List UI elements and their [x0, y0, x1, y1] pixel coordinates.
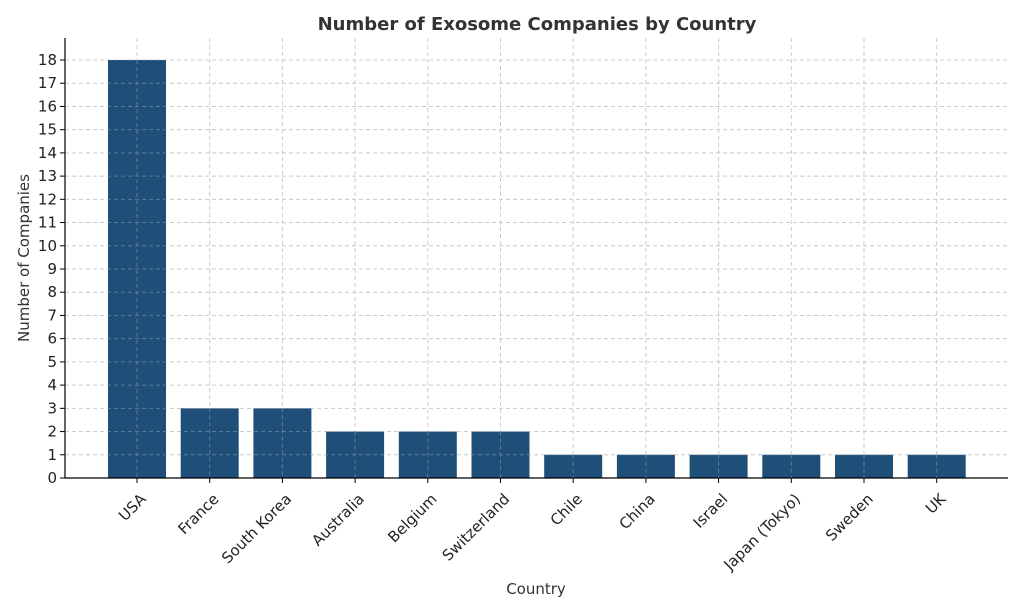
bar-sweden — [835, 454, 893, 478]
x-tick-label: Japan (Tokyo) — [720, 490, 804, 574]
x-tick-label: Israel — [690, 490, 732, 532]
x-tick-label: Switzerland — [439, 490, 514, 565]
x-tick-label: South Korea — [218, 490, 295, 567]
x-tick-label: Australia — [308, 490, 368, 550]
y-tick-label: 10 — [38, 237, 57, 255]
bar-belgium — [398, 431, 457, 478]
y-tick-label: 5 — [47, 353, 57, 371]
x-tick-label: France — [174, 490, 222, 538]
x-tick-label: China — [616, 490, 659, 533]
grid-overlay — [65, 59, 1008, 478]
bar-layer — [108, 60, 966, 478]
bar-uk — [907, 454, 966, 478]
chart-title: Number of Exosome Companies by Country — [318, 14, 757, 35]
y-tick-label: 15 — [38, 121, 57, 139]
x-tick-label: Chile — [547, 490, 586, 529]
axis-layer — [64, 38, 1008, 479]
y-tick-label: 18 — [38, 51, 57, 69]
y-tick-label: 1 — [47, 446, 57, 464]
y-tick-label: 3 — [47, 399, 57, 417]
bar-south-korea — [253, 408, 312, 478]
grid-layer — [65, 38, 1008, 478]
y-tick-label: 6 — [47, 330, 57, 348]
bar-israel — [689, 454, 748, 478]
y-axis-label: Number of Companies — [15, 174, 33, 342]
bar-usa — [108, 60, 166, 478]
bar-france — [180, 408, 239, 478]
y-tick-label: 11 — [38, 214, 57, 232]
y-tick-label: 4 — [47, 376, 57, 394]
y-tick-label: 17 — [38, 74, 57, 92]
x-tick-label: UK — [922, 489, 950, 517]
y-tick-label: 13 — [38, 167, 57, 185]
x-tick-label: Sweden — [822, 490, 877, 545]
bar-chile — [544, 454, 603, 478]
x-tick-label: USA — [115, 490, 150, 525]
bar-australia — [326, 431, 385, 478]
bar-switzerland — [471, 431, 530, 478]
y-tick-label: 0 — [47, 469, 57, 487]
bar-japan-tokyo — [762, 454, 821, 478]
y-tick-label: 8 — [47, 283, 57, 301]
y-tick-label: 12 — [38, 190, 57, 208]
x-tick-label: Belgium — [384, 490, 440, 546]
y-tick-label: 16 — [38, 97, 57, 115]
bar-china — [616, 454, 675, 478]
y-tick-label: 14 — [38, 144, 57, 162]
y-tick-label: 7 — [47, 306, 57, 324]
y-tick-label: 2 — [47, 423, 57, 441]
y-tick-label: 9 — [47, 260, 57, 278]
x-axis-label: Country — [506, 580, 566, 598]
